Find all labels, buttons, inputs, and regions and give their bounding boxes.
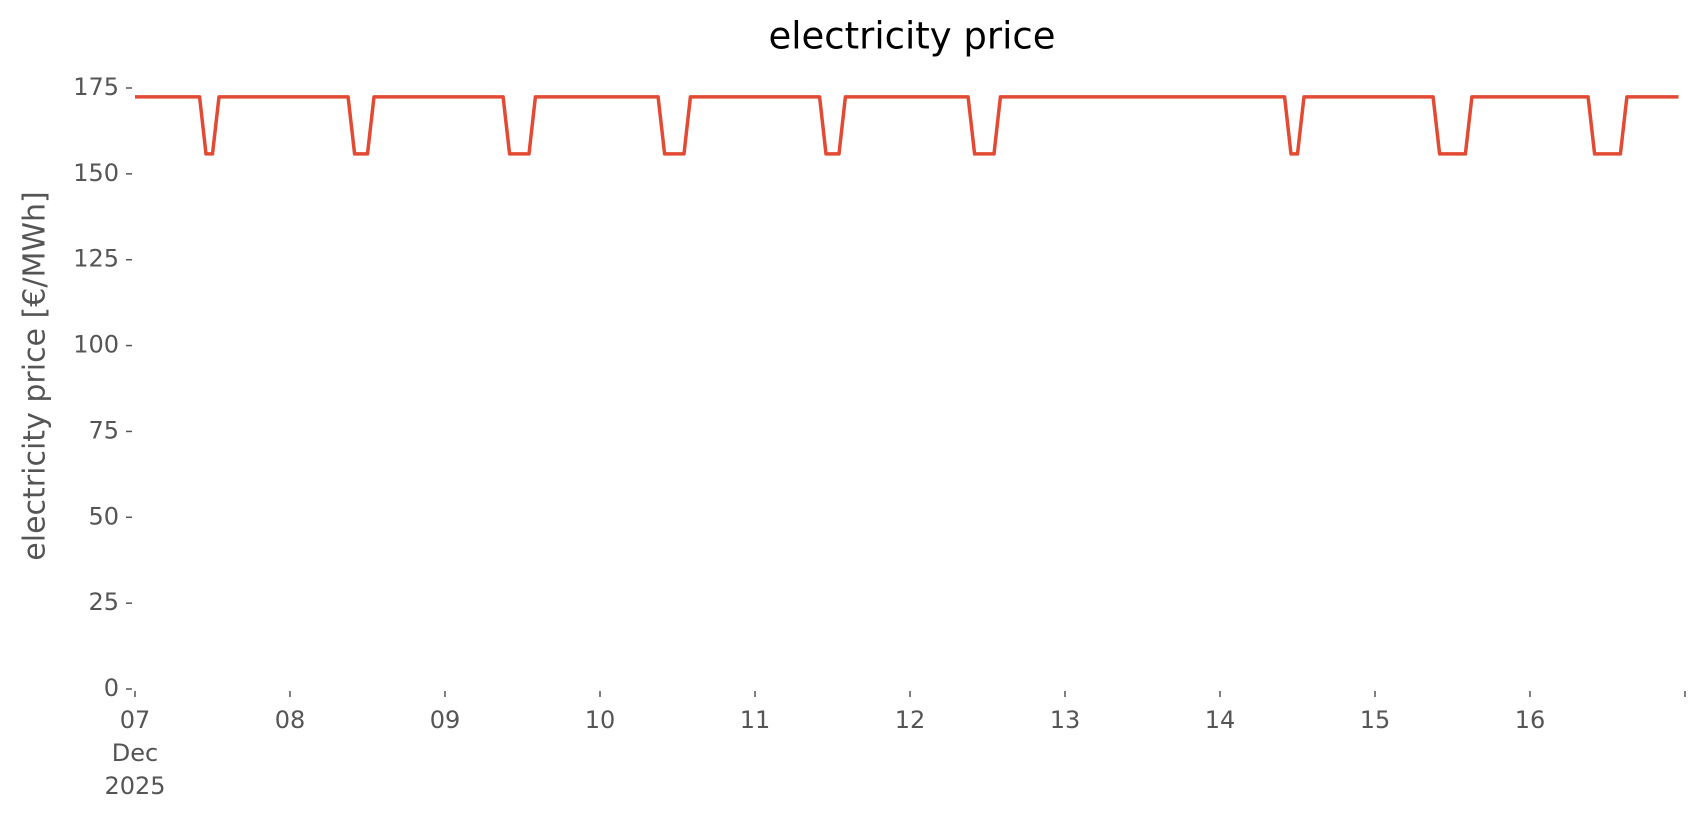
x-tick-label: 09 <box>429 706 461 734</box>
x-tick-label: 12 <box>894 706 926 734</box>
y-tick-label: 175 <box>73 73 119 101</box>
chart-title: electricity price <box>768 15 1055 58</box>
x-tick-label: 07 Dec 2025 <box>104 706 166 800</box>
y-tick-label: 125 <box>73 245 119 273</box>
y-tick-label: 25 <box>88 588 119 616</box>
x-tick-label: 16 <box>1514 706 1546 734</box>
x-tick-label: 11 <box>739 706 771 734</box>
y-tick-label: 75 <box>88 416 119 444</box>
x-tick-label: 08 <box>274 706 306 734</box>
x-tick-label: 13 <box>1049 706 1081 734</box>
x-tick-label: 15 <box>1359 706 1391 734</box>
y-axis-label: electricity price [€/MWh] <box>18 191 53 560</box>
x-tick-label: 10 <box>584 706 616 734</box>
y-tick-label: 50 <box>88 502 119 530</box>
x-tick-label: 14 <box>1204 706 1236 734</box>
y-tick-label: 150 <box>73 159 119 187</box>
y-tick-label: 100 <box>73 331 119 359</box>
y-tick-label: 0 <box>104 674 119 702</box>
price-line <box>135 95 1679 156</box>
